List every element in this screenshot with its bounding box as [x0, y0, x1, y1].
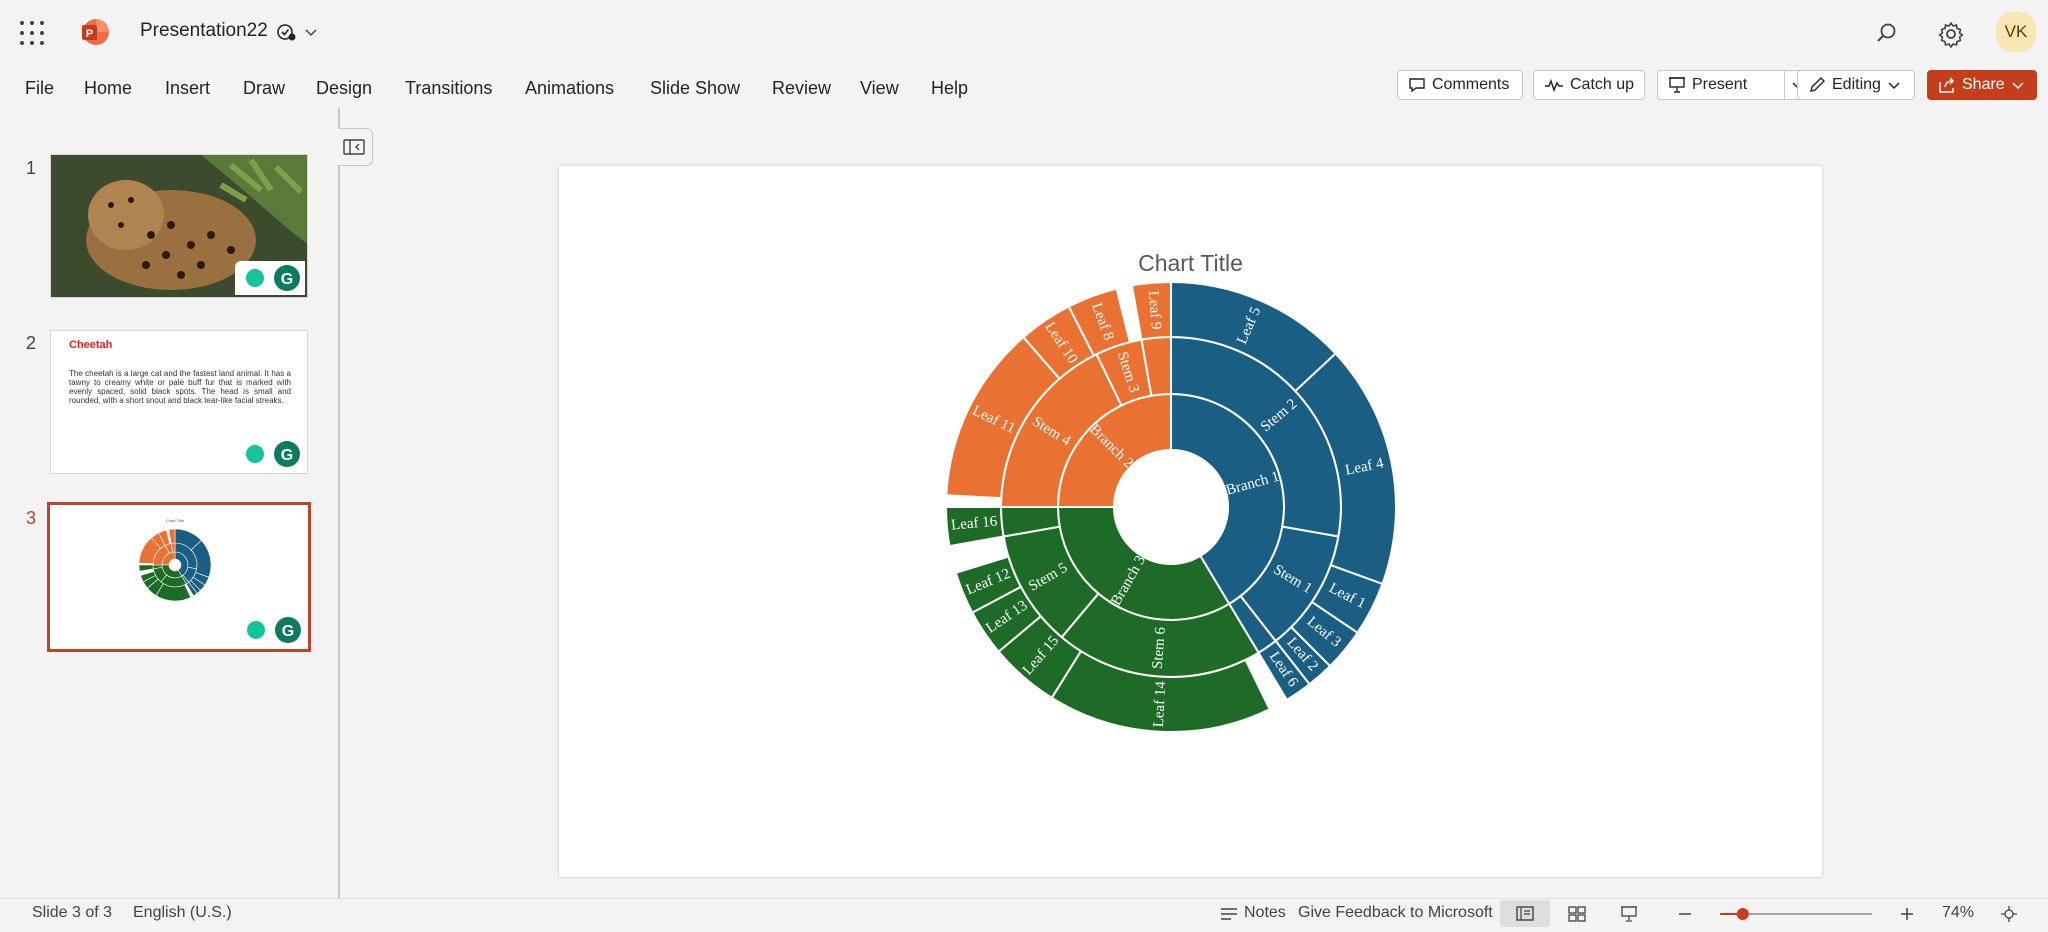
search-icon[interactable] [1870, 18, 1902, 50]
app-launcher-icon[interactable] [20, 21, 44, 45]
settings-gear-icon[interactable] [1934, 17, 1968, 51]
collapse-panel-icon [343, 139, 365, 155]
present-icon [1669, 77, 1685, 93]
mini-leaves-segment-9 [140, 571, 156, 583]
chevron-down-icon[interactable] [303, 24, 319, 40]
normal-view-button[interactable] [1500, 900, 1550, 927]
main-leaves-segment-5[interactable] [1257, 639, 1311, 702]
main-leaves-segment-14[interactable] [1130, 280, 1172, 341]
document-title[interactable]: Presentation22 [140, 20, 268, 41]
slide-thumbnails-panel: 1 G 2 Cheetah The cheetah is a large cat… [0, 108, 338, 898]
panel-divider[interactable] [338, 108, 340, 898]
mini-leaves-segment-13 [158, 529, 171, 546]
thumb-heading: Cheetah [69, 339, 113, 351]
grammarly-widget[interactable]: G [235, 261, 305, 295]
main-leaves-segment-13[interactable] [1067, 287, 1132, 357]
ribbon-tabs: File Home Insert Draw Design Transitions… [0, 66, 2048, 108]
grammarly-widget[interactable]: G [235, 437, 305, 471]
comments-button[interactable]: Comments [1397, 70, 1523, 100]
tab-help[interactable]: Help [931, 78, 969, 98]
normal-view-icon [1516, 906, 1534, 921]
notes-button[interactable]: Notes [1244, 904, 1286, 921]
tab-draw[interactable]: Draw [243, 78, 286, 98]
activity-icon [1545, 78, 1563, 93]
notes-icon[interactable] [1220, 907, 1238, 921]
comment-icon [1409, 78, 1425, 93]
main-leaves-segment-10[interactable] [944, 506, 1005, 548]
slide-thumbnail-2[interactable]: Cheetah The cheetah is a large cat and t… [50, 330, 308, 474]
chevron-down-icon [2012, 82, 2024, 90]
slide-number: 1 [26, 158, 37, 178]
thumb-body: The cheetah is a large cat and the faste… [69, 369, 291, 405]
svg-text:G: G [281, 447, 293, 464]
main-leaves-label-1: Leaf 4 [1344, 455, 1386, 478]
editing-label: Editing [1832, 76, 1881, 93]
slide-canvas[interactable]: Chart Title Branch 1 Branch 2 Branch 3 Stem… [559, 166, 1822, 877]
slide-number: 3 [26, 508, 37, 528]
grammarly-widget[interactable]: G [236, 613, 306, 647]
svg-text:G: G [282, 623, 294, 640]
zoom-in-icon[interactable] [1898, 905, 1916, 923]
slide-counter: Slide 3 of 3 [32, 904, 113, 921]
svg-text:P: P [86, 28, 93, 40]
catch-up-button[interactable]: Catch up [1533, 70, 1645, 100]
sunburst-thumbnail: Chart Title [138, 518, 212, 602]
powerpoint-logo-icon: P [82, 19, 109, 45]
collapse-panel-button[interactable] [338, 128, 373, 166]
pencil-icon [1810, 77, 1825, 92]
reading-view-icon[interactable] [1620, 905, 1638, 923]
share-icon [1939, 77, 1955, 93]
feedback-link[interactable]: Give Feedback to Microsoft [1298, 904, 1493, 921]
tab-transitions[interactable]: Transitions [405, 78, 493, 98]
chevron-down-icon [1888, 82, 1900, 90]
present-button[interactable]: Present [1657, 70, 1785, 100]
slide-sorter-icon[interactable] [1568, 905, 1586, 923]
share-label: Share [1962, 76, 2005, 93]
saved-status-icon[interactable] [275, 21, 297, 43]
zoom-out-icon[interactable] [1676, 905, 1694, 923]
catch-up-label: Catch up [1570, 76, 1635, 93]
mini-leaves-segment-5 [185, 581, 198, 597]
main-leaves-label-10: Leaf 16 [950, 514, 998, 534]
present-label: Present [1692, 76, 1748, 93]
share-button[interactable]: Share [1927, 70, 2037, 100]
tab-home[interactable]: Home [84, 78, 133, 98]
zoom-slider[interactable] [1718, 905, 1874, 923]
main-leaves-segment-9[interactable] [954, 555, 1023, 614]
mini-chart-title: Chart Title [166, 518, 185, 523]
main-leaves-label-14: Leaf 9 [1145, 290, 1164, 330]
slide-thumbnail-3[interactable]: Chart Title G [47, 502, 311, 652]
slide-thumbnail-1[interactable]: G [50, 154, 308, 298]
mini-leaves-segment-14 [168, 528, 176, 544]
tab-animations[interactable]: Animations [525, 78, 615, 98]
comments-label: Comments [1432, 76, 1510, 93]
fit-to-window-icon[interactable] [2000, 905, 2018, 923]
status-bar: Slide 3 of 3 English (U.S.) Notes Give F… [0, 898, 2048, 928]
main-leaves-label-6: Leaf 14 [1151, 680, 1169, 727]
tab-file[interactable]: File [25, 78, 55, 98]
editing-mode-button[interactable]: Editing [1797, 70, 1915, 100]
tab-view[interactable]: View [860, 78, 899, 98]
svg-text:G: G [281, 271, 293, 288]
user-avatar[interactable]: VK [1995, 11, 2037, 53]
chart-title[interactable]: Chart Title [1138, 250, 1243, 276]
tab-design[interactable]: Design [316, 78, 373, 98]
mini-leaves-segment-10 [138, 564, 154, 572]
title-bar: P Presentation22 VK [0, 0, 2048, 66]
tab-review[interactable]: Review [772, 78, 832, 98]
slide-number: 2 [26, 333, 37, 353]
tab-slide-show[interactable]: Slide Show [650, 78, 741, 98]
tab-insert[interactable]: Insert [165, 78, 211, 98]
main-stems-label-3: Stem 6 [1150, 626, 1169, 670]
language-indicator[interactable]: English (U.S.) [133, 904, 232, 921]
zoom-percentage[interactable]: 74% [1942, 904, 1975, 921]
